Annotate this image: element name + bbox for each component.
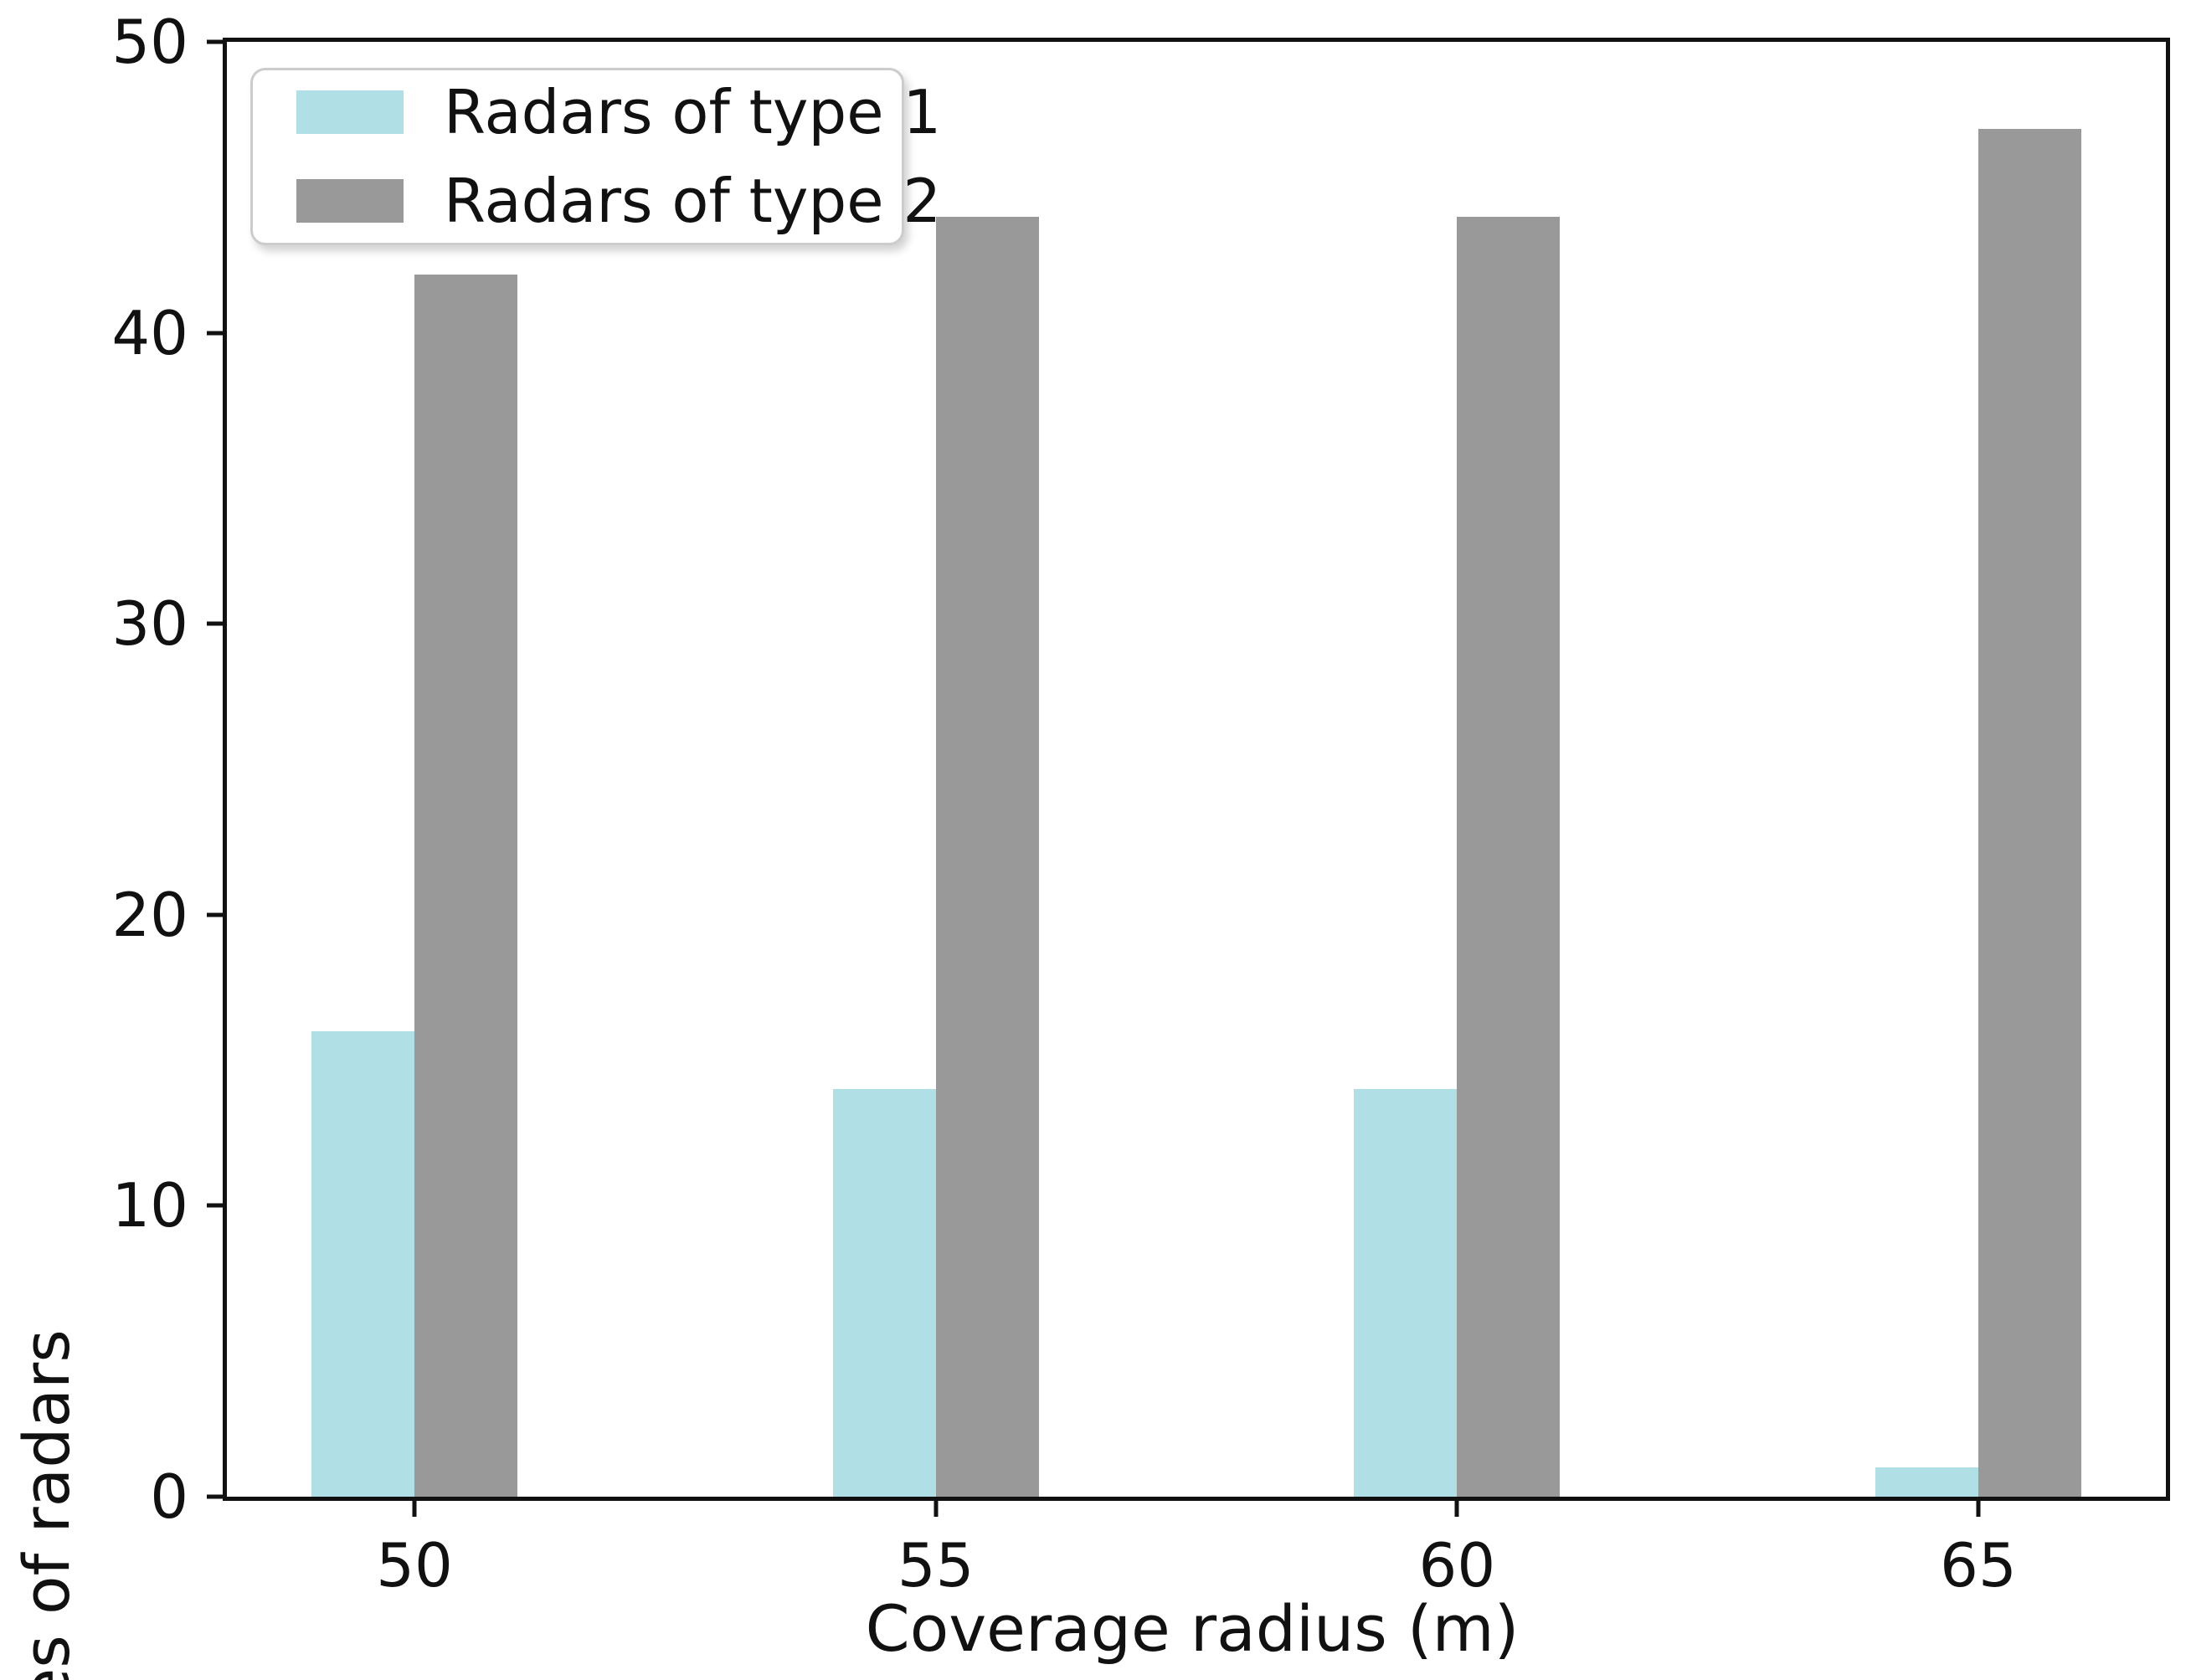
y-tick-10 bbox=[207, 1203, 227, 1208]
x-tick-60 bbox=[1454, 1497, 1459, 1517]
legend-swatch-type1-icon bbox=[296, 90, 404, 134]
bar-type2-55 bbox=[935, 216, 1039, 1497]
y-tick-20 bbox=[207, 912, 227, 917]
x-tick-label-60: 60 bbox=[1418, 1530, 1496, 1600]
x-tick-55 bbox=[933, 1497, 939, 1517]
y-axis-label: Number of different types of radars bbox=[9, 1329, 84, 1680]
legend-item-type1: Radars of type 1 bbox=[296, 82, 941, 142]
x-tick-50 bbox=[412, 1497, 417, 1517]
y-tick-label-0: 0 bbox=[150, 1462, 188, 1532]
y-tick-label-10: 10 bbox=[111, 1170, 188, 1241]
legend: Radars of type 1 Radars of type 2 bbox=[250, 68, 941, 245]
x-tick-label-50: 50 bbox=[376, 1530, 453, 1600]
bar-type2-50 bbox=[414, 275, 517, 1497]
legend-label-type2: Radars of type 2 bbox=[444, 166, 942, 236]
bar-type2-60 bbox=[1457, 216, 1561, 1497]
y-tick-label-30: 30 bbox=[111, 588, 188, 660]
bar-type1-55 bbox=[832, 1089, 936, 1497]
y-tick-label-50: 50 bbox=[111, 7, 188, 77]
legend-item-type2: Radars of type 2 bbox=[296, 171, 941, 231]
y-tick-label-20: 20 bbox=[111, 879, 188, 950]
x-axis-label: Coverage radius (m) bbox=[865, 1591, 1520, 1666]
y-tick-label-40: 40 bbox=[111, 297, 188, 368]
legend-swatch-type2-icon bbox=[296, 179, 404, 223]
bar-type1-50 bbox=[311, 1030, 414, 1497]
bar-type1-60 bbox=[1354, 1089, 1458, 1497]
y-tick-30 bbox=[207, 621, 227, 626]
y-tick-50 bbox=[207, 39, 227, 44]
x-tick-label-55: 55 bbox=[897, 1530, 975, 1600]
x-tick-65 bbox=[1976, 1497, 1981, 1517]
bar-type2-65 bbox=[1978, 129, 2081, 1497]
plot-area: 50 55 60 65 0 10 20 30 40 50 bbox=[111, 12, 2170, 1595]
y-tick-40 bbox=[207, 331, 227, 336]
y-tick-0 bbox=[207, 1494, 227, 1499]
legend-label-type1: Radars of type 1 bbox=[444, 77, 942, 147]
bar-type1-65 bbox=[1875, 1467, 1978, 1497]
x-tick-label-65: 65 bbox=[1940, 1530, 2017, 1600]
